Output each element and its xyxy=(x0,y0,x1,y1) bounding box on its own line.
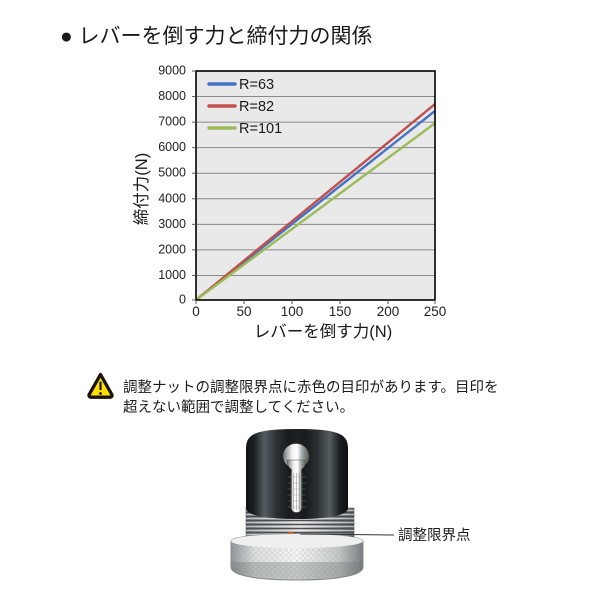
svg-text:調整限界点: 調整限界点 xyxy=(398,527,471,544)
